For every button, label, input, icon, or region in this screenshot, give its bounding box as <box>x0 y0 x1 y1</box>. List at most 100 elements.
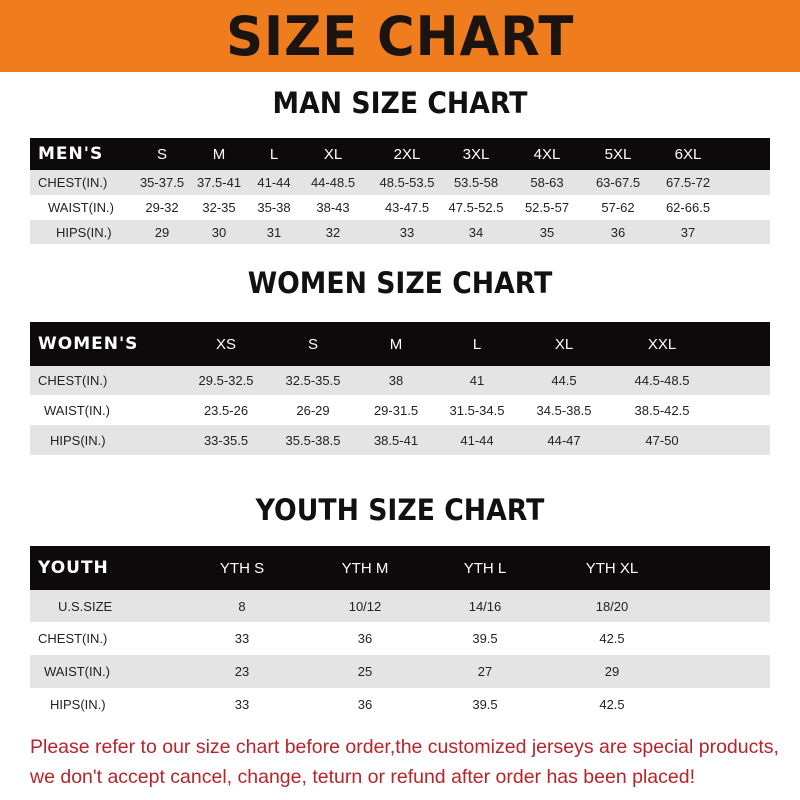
table-cell: 33 <box>234 697 250 712</box>
table-cell: 35-37.5 <box>139 175 185 190</box>
banner-title: SIZE CHART <box>225 4 575 68</box>
table-cell: 36 <box>357 631 373 646</box>
size-header-m: M <box>389 335 403 353</box>
notice-line-2: we don't accept cancel, change, teturn o… <box>30 766 695 788</box>
row-label: U.S.SIZE <box>58 598 113 614</box>
table-cell: 25 <box>357 664 373 679</box>
men-size-table: MEN'S S M L XL 2XL 3XL 4XL 5XL 6XL CHEST(IN.) 35-37… <box>30 138 770 244</box>
table-header-row: YOUTH YTH S YTH M YTH L YTH XL <box>30 546 770 590</box>
order-notice: Please refer to our size chart before or… <box>30 732 790 792</box>
table-cell: 33 <box>234 631 250 646</box>
table-cell: 35 <box>539 224 555 240</box>
notice-line-1: Please refer to our size chart before or… <box>30 736 779 758</box>
table-cell: 39.5 <box>472 697 498 712</box>
table-cell: 57-62 <box>601 200 635 215</box>
table-cell: 29 <box>604 664 620 679</box>
table-cell: 47.5-52.5 <box>448 200 504 215</box>
table-cell: 32-35 <box>202 200 236 215</box>
row-label: WAIST(IN.) <box>44 402 110 418</box>
women-section-title: WOMEN SIZE CHART <box>247 266 553 300</box>
table-cell: 67.5-72 <box>665 175 711 190</box>
youth-size-table: YOUTH YTH S YTH M YTH L YTH XL U.S.SIZE 8 10/12… <box>30 546 770 721</box>
table-cell: 44.5-48.5 <box>634 373 690 388</box>
size-header-xs: XS <box>215 335 237 353</box>
table-cell: 44-47 <box>547 432 581 448</box>
size-chart-banner: SIZE CHART <box>0 0 800 72</box>
row-label: CHEST(IN.) <box>38 175 108 190</box>
size-header-xl: XL <box>323 145 343 163</box>
table-cell: 27 <box>477 664 493 679</box>
table-cell: 31 <box>266 224 282 240</box>
table-cell: 42.5 <box>599 631 625 646</box>
table-cell: 36 <box>610 224 626 240</box>
size-header-yth-l: YTH L <box>463 559 507 577</box>
size-header-xxl: XXL <box>647 335 677 353</box>
table-cell: 34.5-38.5 <box>536 402 592 418</box>
table-cell: 41 <box>469 373 485 388</box>
table-cell: 36 <box>357 697 373 712</box>
table-cell: 39.5 <box>472 631 498 646</box>
size-header-s: S <box>156 145 168 163</box>
table-cell: 18/20 <box>595 598 629 614</box>
size-header-yth-xl: YTH XL <box>585 559 639 577</box>
size-header-6xl: 6XL <box>674 145 702 163</box>
table-header-label: YOUTH <box>38 558 109 578</box>
size-header-m: M <box>212 145 226 163</box>
table-cell: 23 <box>234 664 250 679</box>
table-header-row: WOMEN'S XS S M L XL XXL <box>30 322 770 366</box>
table-row: HIPS(IN.) 29 30 31 32 33 34 35 36 37 <box>30 220 770 244</box>
table-cell: 38 <box>388 373 404 388</box>
table-cell: 52.5-57 <box>524 200 570 215</box>
table-cell: 33-35.5 <box>203 432 249 448</box>
size-header-s: S <box>307 335 319 353</box>
women-size-table: WOMEN'S XS S M L XL XXL CHEST(IN.) 29.5-32.5 32.5… <box>30 322 770 455</box>
row-label: CHEST(IN.) <box>38 373 108 388</box>
table-row: CHEST(IN.) 35-37.5 37.5-41 41-44 44-48.5 48.5… <box>30 170 770 195</box>
table-cell: 23.5-26 <box>203 402 249 418</box>
size-header-xl: XL <box>554 335 574 353</box>
size-header-4xl: 4XL <box>533 145 561 163</box>
table-cell: 30 <box>211 224 227 240</box>
table-cell: 37 <box>680 224 696 240</box>
table-cell: 37.5-41 <box>196 175 242 190</box>
table-cell: 34 <box>468 224 484 240</box>
size-header-yth-s: YTH S <box>219 559 265 577</box>
table-row: WAIST(IN.) 23.5-26 26-29 29-31.5 31.5-34.5 34… <box>30 395 770 425</box>
row-label: HIPS(IN.) <box>50 432 106 448</box>
men-section-title: MAN SIZE CHART <box>272 86 528 120</box>
row-label: WAIST(IN.) <box>44 664 110 679</box>
size-header-3xl: 3XL <box>462 145 490 163</box>
table-cell: 58-63 <box>530 175 564 190</box>
table-row: WAIST(IN.) 29-32 32-35 35-38 38-43 43-47.5 47.… <box>30 195 770 220</box>
table-row: CHEST(IN.) 29.5-32.5 32.5-35.5 38 41 44.5 44.5… <box>30 366 770 395</box>
table-cell: 38-43 <box>316 200 350 215</box>
table-cell: 8 <box>238 598 246 614</box>
table-header-row: MEN'S S M L XL 2XL 3XL 4XL 5XL 6XL <box>30 138 770 170</box>
table-cell: 33 <box>399 224 415 240</box>
row-label: CHEST(IN.) <box>38 631 108 646</box>
table-cell: 32 <box>325 224 341 240</box>
table-cell: 41-44 <box>257 175 291 190</box>
row-label: HIPS(IN.) <box>50 697 106 712</box>
table-cell: 63-67.5 <box>595 175 641 190</box>
youth-section-title: YOUTH SIZE CHART <box>255 493 545 527</box>
size-header-5xl: 5XL <box>604 145 632 163</box>
table-row: U.S.SIZE 8 10/12 14/16 18/20 <box>30 590 770 622</box>
table-cell: 29-31.5 <box>373 402 419 418</box>
table-row: WAIST(IN.) 23 25 27 29 <box>30 655 770 688</box>
size-header-yth-m: YTH M <box>341 559 389 577</box>
row-label: HIPS(IN.) <box>56 224 112 240</box>
table-cell: 38.5-42.5 <box>634 402 690 418</box>
table-row: HIPS(IN.) 33-35.5 35.5-38.5 38.5-41 41-44 44-… <box>30 425 770 455</box>
table-header-label: WOMEN'S <box>38 334 139 354</box>
table-cell: 10/12 <box>348 598 382 614</box>
table-cell: 35.5-38.5 <box>285 432 341 448</box>
table-cell: 48.5-53.5 <box>379 175 435 190</box>
table-cell: 43-47.5 <box>384 200 430 215</box>
table-cell: 44-48.5 <box>310 175 356 190</box>
table-cell: 47-50 <box>645 432 679 448</box>
table-cell: 53.5-58 <box>453 175 499 190</box>
table-cell: 32.5-35.5 <box>285 373 341 388</box>
table-cell: 62-66.5 <box>665 200 711 215</box>
table-cell: 29-32 <box>145 200 179 215</box>
